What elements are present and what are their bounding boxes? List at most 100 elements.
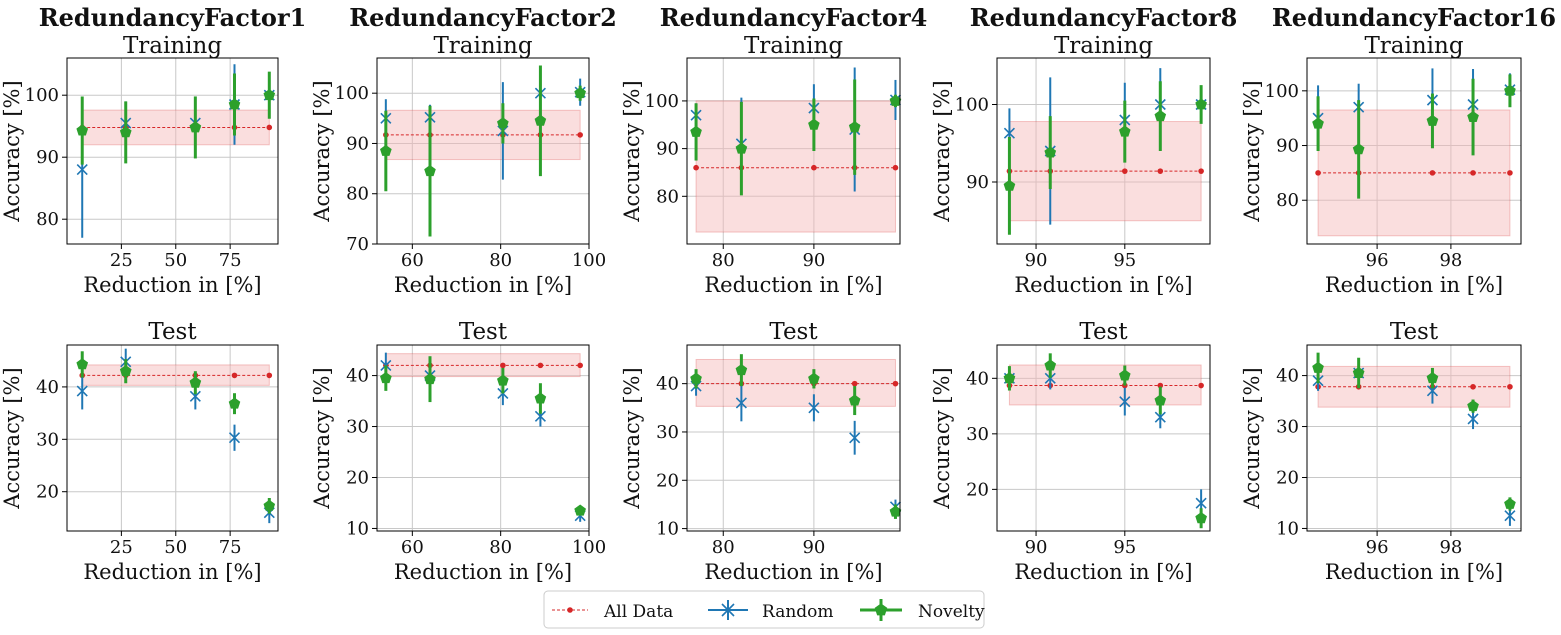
novelty-point — [424, 372, 436, 385]
y-tick-label: 20 — [36, 482, 59, 503]
y-tick-label: 30 — [36, 429, 59, 450]
all-data-point — [1157, 168, 1164, 174]
y-tick-label: 90 — [656, 139, 679, 160]
all-data-point — [1429, 170, 1436, 176]
novelty-point — [1426, 114, 1439, 126]
novelty-point — [1119, 125, 1131, 137]
all-data-point — [1507, 170, 1513, 176]
novelty-point — [1119, 369, 1131, 381]
novelty-point — [1312, 361, 1324, 373]
novelty-point — [534, 392, 547, 404]
all-data-point — [1507, 383, 1513, 390]
column-title: RedundancyFactor16 — [1272, 3, 1556, 32]
x-tick-label: 25 — [110, 537, 133, 558]
novelty-point — [1044, 146, 1057, 158]
column-title: RedundancyFactor8 — [970, 3, 1238, 32]
all-data-point — [266, 124, 273, 131]
y-axis-label: Accuracy [%] — [1240, 367, 1264, 509]
novelty-point — [735, 363, 748, 376]
novelty-point — [889, 505, 902, 517]
all-data-point — [1470, 383, 1476, 390]
x-axis-label: Reduction in [%] — [1014, 560, 1192, 584]
novelty-point — [1195, 98, 1207, 110]
x-tick-label: 60 — [401, 250, 424, 271]
axes-frame — [1306, 344, 1522, 532]
y-tick-label: 30 — [966, 424, 989, 445]
y-tick-label: 20 — [346, 467, 369, 488]
x-tick-label: 80 — [489, 250, 512, 271]
novelty-point — [1426, 371, 1439, 384]
x-tick-label: 98 — [1439, 537, 1462, 558]
novelty-point — [574, 504, 586, 516]
novelty-point — [1154, 109, 1167, 122]
y-axis-label: Accuracy [%] — [0, 80, 24, 222]
panel-title: Test — [459, 319, 508, 345]
random-point — [228, 432, 241, 444]
novelty-point — [228, 397, 241, 409]
random-point — [735, 397, 747, 409]
novelty-point — [690, 125, 702, 137]
novelty-point — [1195, 512, 1207, 524]
x-tick-label: 80 — [712, 250, 735, 271]
novelty-point — [497, 117, 509, 129]
y-axis-label: Accuracy [%] — [620, 367, 644, 509]
y-axis-label: Accuracy [%] — [930, 80, 954, 222]
random-point — [808, 402, 820, 414]
y-tick-label: 30 — [346, 417, 369, 438]
novelty-point — [1352, 366, 1365, 378]
y-axis-label: Accuracy [%] — [310, 80, 334, 222]
panel-title: Test — [148, 319, 197, 345]
all-data-point — [1198, 168, 1204, 174]
panel-test-1: 25 50 75 20 30 40 Reduction in [%] Accuracy [%]… — [0, 319, 279, 584]
novelty-point — [119, 365, 132, 377]
y-axis-label: Accuracy [%] — [930, 367, 954, 509]
novelty-point — [1003, 372, 1016, 384]
y-tick-label: 80 — [346, 184, 369, 205]
legend-novelty-label: Novelty — [918, 602, 985, 622]
x-axis-label: Reduction in [%] — [394, 273, 572, 297]
novelty-point — [189, 376, 202, 388]
random-point — [849, 432, 861, 444]
all-data-point — [892, 380, 899, 387]
x-tick-label: 96 — [1366, 250, 1389, 271]
x-tick-label: 90 — [1025, 250, 1048, 271]
y-tick-label: 30 — [1276, 417, 1299, 438]
all-data-point — [1315, 170, 1321, 176]
novelty-point — [1154, 394, 1167, 406]
x-axis-label: Reduction in [%] — [1325, 273, 1503, 297]
all-data-point — [537, 362, 544, 369]
panel-title: Test — [1079, 319, 1128, 345]
y-tick-label: 20 — [656, 470, 679, 491]
y-axis-label: Accuracy [%] — [620, 80, 644, 222]
y-tick-label: 90 — [1276, 136, 1299, 157]
y-tick-label: 100 — [955, 95, 989, 116]
y-tick-label: 80 — [656, 186, 679, 207]
y-tick-label: 30 — [656, 422, 679, 443]
x-tick-label: 98 — [1439, 250, 1462, 271]
panel-training-4: 90 95 90 100 Reduction in [%] Accuracy [%] Red… — [930, 3, 1237, 297]
x-tick-label: 75 — [219, 250, 242, 271]
x-axis-label: Reduction in [%] — [1014, 273, 1192, 297]
novelty-point — [380, 144, 392, 156]
all-data-band — [81, 364, 270, 386]
random-point — [1467, 413, 1479, 425]
y-tick-label: 20 — [1276, 467, 1299, 488]
y-tick-label: 90 — [966, 172, 989, 193]
panel-title: Test — [1390, 319, 1439, 345]
x-tick-label: 96 — [1366, 537, 1389, 558]
all-data-point — [577, 132, 583, 138]
x-axis-label: Reduction in [%] — [83, 560, 261, 584]
x-axis-label: Reduction in [%] — [394, 560, 572, 584]
panel-title: Training — [433, 33, 532, 59]
novelty-point — [497, 374, 509, 386]
panel-training-3: 80 90 80 90 100 Reduction in [%] Accuracy [%] R… — [620, 3, 927, 297]
y-axis-label: Accuracy [%] — [1240, 80, 1264, 222]
panel-test-3: 80 90 10 20 30 40 Reduction in [%] Accuracy [%]… — [620, 319, 902, 584]
legend-all-data-marker — [567, 607, 573, 613]
y-tick-label: 10 — [1276, 518, 1299, 539]
all-data-point — [1198, 382, 1204, 389]
novelty-point — [690, 372, 702, 384]
novelty-point — [1352, 143, 1365, 155]
novelty-point — [76, 358, 89, 370]
